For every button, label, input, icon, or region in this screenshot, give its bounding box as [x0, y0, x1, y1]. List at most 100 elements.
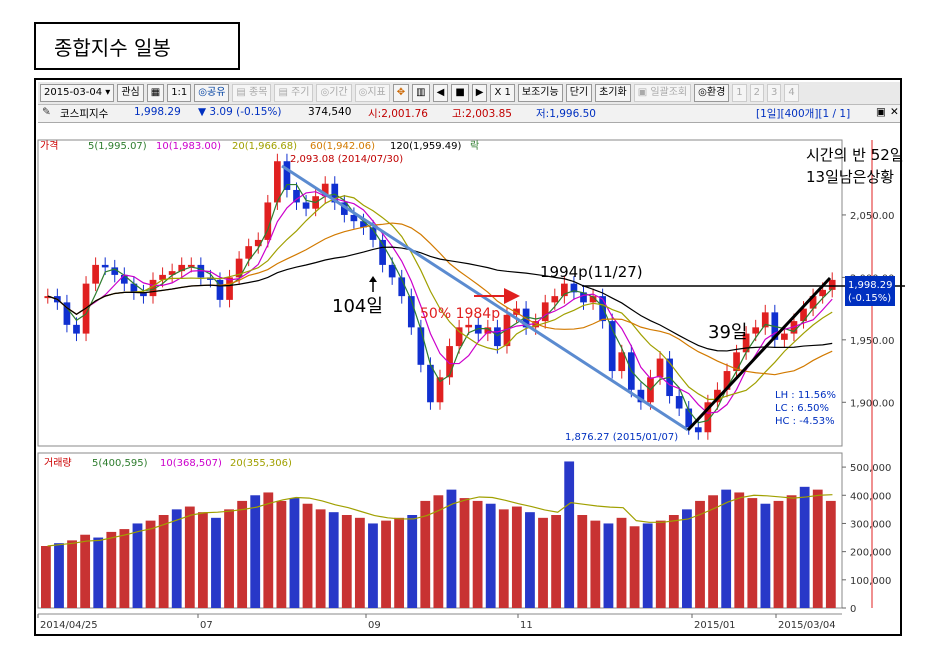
- legend-ma5: 5(1,995.07): [88, 141, 147, 152]
- period-button[interactable]: ▤ 주기: [274, 84, 314, 102]
- layout-1-button[interactable]: 1: [732, 84, 747, 102]
- volume-bar: [472, 500, 483, 608]
- page-title: 종합지수 일봉: [34, 22, 240, 70]
- candle-body: [369, 227, 377, 240]
- close-icon[interactable]: ✕: [890, 106, 899, 118]
- candle-body: [618, 352, 626, 372]
- x-tick-label: 2014/04/25: [40, 620, 98, 631]
- volume-bar: [459, 498, 470, 608]
- batch-query-button[interactable]: ▣ 일괄조회: [633, 84, 692, 102]
- candle-body: [178, 264, 186, 272]
- grid-icon[interactable]: ▦: [146, 84, 165, 102]
- volume-bar: [276, 500, 287, 608]
- moving-average-line: [47, 195, 833, 400]
- candle-body: [761, 312, 769, 328]
- ratio-button[interactable]: 1:1: [167, 84, 192, 102]
- volume-bar: [106, 531, 117, 608]
- volume-bar: [812, 489, 823, 608]
- candle-body: [149, 279, 157, 297]
- candle-body: [350, 214, 358, 222]
- price-panel-frame: [37, 139, 843, 447]
- candle-body: [283, 161, 291, 190]
- annotation-fifty-percent: 50% 1984p: [420, 306, 500, 322]
- volume-tick-label: 100,000: [850, 576, 891, 587]
- share-button[interactable]: ◎공유: [194, 84, 230, 102]
- hc-label: HC : -4.53%: [775, 416, 835, 427]
- candle-body: [465, 324, 473, 328]
- annotation-1994: 1994p(11/27): [540, 263, 643, 281]
- volume-bar: [263, 492, 274, 608]
- pencil-icon[interactable]: ✎: [42, 106, 51, 118]
- candle-body: [733, 352, 740, 372]
- arrow-up-head-icon: [369, 276, 377, 282]
- volume-bar: [668, 515, 679, 608]
- candle-body: [120, 274, 128, 284]
- candle-body: [742, 333, 750, 353]
- candle-body: [254, 239, 262, 247]
- legend-vol-ma20: 20(355,306): [230, 458, 292, 469]
- candle-body: [694, 427, 702, 433]
- moving-average-line: [47, 183, 833, 424]
- volume-bar: [132, 523, 143, 608]
- legend-ma60: 60(1,942.06): [310, 141, 375, 152]
- x-tick-label: 11: [520, 620, 533, 631]
- lh-label: LH : 11.56%: [775, 390, 836, 401]
- volume-bar: [747, 498, 758, 608]
- candle-body: [503, 314, 511, 347]
- volume-bar: [446, 489, 457, 608]
- candle-body: [685, 408, 693, 428]
- volume-bar: [525, 512, 535, 608]
- candle-body: [828, 279, 836, 290]
- candle-body: [513, 308, 520, 315]
- layout-2-button[interactable]: 2: [749, 84, 765, 102]
- window-restore-icon[interactable]: ▣: [876, 106, 886, 118]
- settings-button[interactable]: ◎환경: [694, 84, 730, 102]
- volume-bar: [603, 523, 614, 608]
- move-icon[interactable]: ✥: [392, 84, 410, 102]
- x-tick-label: 09: [368, 620, 381, 631]
- annotation-104-days: 104일: [332, 296, 383, 317]
- volume-bar: [629, 526, 640, 608]
- range-button[interactable]: ◎기간: [316, 84, 352, 102]
- candle-body: [455, 327, 463, 347]
- candle-body: [541, 302, 549, 322]
- legend-vol-ma5: 5(400,595): [92, 458, 148, 469]
- layout-4-button[interactable]: 4: [784, 84, 799, 102]
- prev-icon[interactable]: ◀: [432, 84, 449, 102]
- candle-body: [704, 402, 712, 433]
- volume-tick-label: 200,000: [850, 548, 891, 559]
- aux-function-button[interactable]: 보조기능: [517, 84, 563, 102]
- volume-bar: [67, 540, 77, 608]
- candle-body: [436, 377, 444, 403]
- uptrend-line: [686, 276, 832, 432]
- volume-bar: [420, 500, 431, 608]
- date-select[interactable]: 2015-03-04 ▾: [40, 84, 115, 102]
- candle-body: [388, 264, 396, 278]
- volume-bar: [145, 520, 156, 608]
- reset-button[interactable]: 초기화: [595, 84, 631, 102]
- current-price: 1,998.29: [134, 106, 181, 118]
- volume-bar: [407, 515, 418, 608]
- stop-icon[interactable]: ■: [451, 84, 469, 102]
- stock-button[interactable]: ▤ 종목: [232, 84, 272, 102]
- candle-body: [92, 264, 99, 284]
- next-icon[interactable]: ▶: [471, 84, 488, 102]
- indicator-button[interactable]: ◎지표: [354, 84, 390, 102]
- candle-body: [570, 283, 578, 293]
- index-name: 코스피지수: [60, 108, 109, 120]
- layout-3-button[interactable]: 3: [767, 84, 782, 102]
- volume-bar: [93, 537, 104, 608]
- candle-body: [321, 183, 329, 197]
- legend-ma120: 120(1,959.49): [390, 141, 462, 152]
- crosshair-icon[interactable]: ▥: [412, 84, 430, 102]
- volume-bar: [511, 506, 522, 608]
- candle-body: [264, 202, 272, 240]
- candle-body: [302, 202, 310, 209]
- volume-bar: [315, 509, 326, 608]
- toolbar-item-watch[interactable]: 관심: [117, 84, 144, 102]
- zoom-select[interactable]: X 1: [490, 84, 515, 102]
- shortcut-button[interactable]: 단기: [565, 84, 593, 102]
- volume-bar: [708, 495, 718, 608]
- volume-bar: [289, 498, 300, 608]
- volume-bar: [54, 543, 64, 608]
